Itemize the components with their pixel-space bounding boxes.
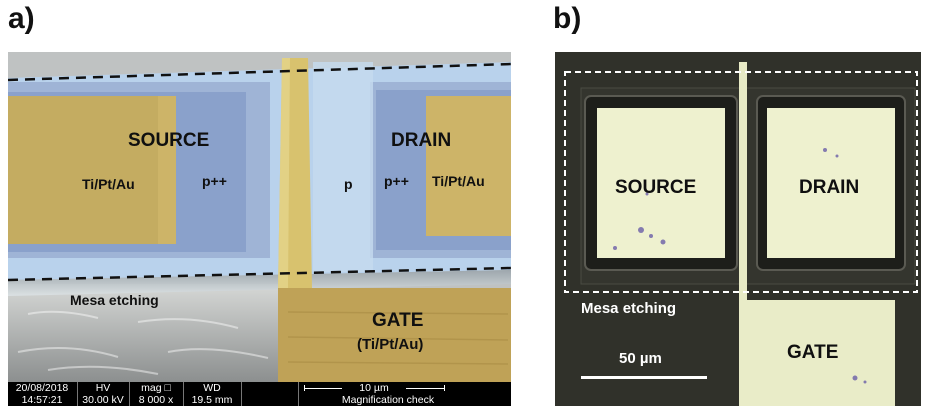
drain-metal: [426, 96, 511, 236]
sem-time: 14:57:21: [21, 394, 63, 406]
optical-image-panel: SOURCE DRAIN GATE Mesa etching 50 µm: [555, 52, 921, 406]
source-label: SOURCE: [615, 177, 697, 198]
sem-wd-value: 19.5 mm: [191, 394, 233, 406]
sem-hv-value: 30.00 kV: [82, 394, 124, 406]
scale-label: 50 µm: [619, 350, 662, 367]
sem-image-panel: SOURCE Ti/Pt/Au p++ p DRAIN p++ Ti/Pt/Au…: [8, 52, 511, 406]
scale-bar: [581, 376, 707, 379]
scale-bar-right: [406, 388, 444, 389]
sem-footer: Magnification check: [341, 394, 435, 406]
mesa-etching-label: Mesa etching: [70, 292, 159, 308]
gate-line: [739, 62, 747, 306]
drain-doping-label: p++: [384, 173, 409, 189]
sem-mag-label: mag □: [141, 382, 171, 394]
drain-pad: [767, 108, 895, 258]
sem-hv-label: HV: [95, 382, 111, 394]
scale-bar-left: [304, 388, 342, 389]
gate-pad: [739, 300, 895, 406]
drain-label: DRAIN: [391, 130, 452, 151]
sem-scale-label: 10 µm: [359, 382, 389, 394]
mesa-boundary: [564, 71, 918, 293]
gate-label: GATE: [372, 310, 424, 331]
gate-pad: [278, 288, 511, 382]
source-metal-label: Ti/Pt/Au: [82, 176, 135, 192]
source-label: SOURCE: [128, 130, 210, 151]
sem-info-bar: 20/08/2018 14:57:21 HV 30.00 kV mag □ 8 …: [8, 382, 511, 406]
panel-a-label: a): [8, 2, 35, 35]
gate-label: GATE: [787, 342, 839, 363]
sem-image: [8, 52, 511, 406]
mesa-etching-label: Mesa etching: [581, 300, 677, 317]
sem-wd-label: WD: [203, 382, 221, 394]
gate-metal-label: (Ti/Pt/Au): [357, 336, 424, 353]
drain-metal-label: Ti/Pt/Au: [432, 173, 485, 189]
optical-image: [555, 52, 921, 406]
channel-doping-label: p: [344, 176, 353, 192]
sem-date: 20/08/2018: [15, 382, 69, 394]
etched-floor: [8, 284, 288, 382]
panel-b-label: b): [553, 2, 582, 35]
sem-mag-value: 8 000 x: [138, 394, 174, 406]
source-pad: [597, 108, 725, 258]
drain-label: DRAIN: [799, 177, 860, 198]
source-doping-label: p++: [202, 173, 227, 189]
